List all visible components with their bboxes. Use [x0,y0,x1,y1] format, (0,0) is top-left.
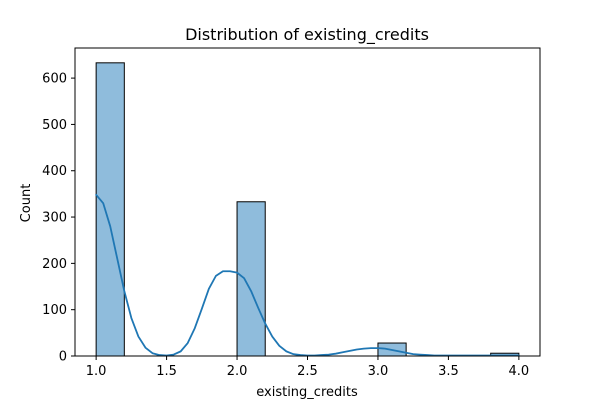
kde-line [95,193,520,357]
x-tick-label: 3.0 [368,364,389,379]
histogram-bars [95,62,520,357]
chart-title: Distribution of existing_credits [185,25,429,45]
y-tick-label: 300 [42,211,67,226]
y-tick-label: 500 [42,118,67,133]
y-tick-label: 600 [42,72,67,87]
y-axis-ticks: 0 100 200 300 400 500 600 [42,72,75,365]
plot-frame [74,47,541,357]
x-tick-label: 4.0 [509,364,530,379]
y-tick-label: 400 [42,164,67,179]
histogram-bar-0 [95,62,125,357]
x-tick-label: 2.5 [297,364,318,379]
x-tick-label: 3.5 [438,364,459,379]
x-axis-ticks: 1.0 1.5 2.0 2.5 3.0 3.5 4.0 [86,356,529,379]
x-axis-title: existing_credits [256,385,358,400]
x-tick-label: 2.0 [227,364,248,379]
plot-area: 1.0 1.5 2.0 2.5 3.0 3.5 4.0 0 100 200 300 400 500 600 [42,47,541,379]
histogram-bar-5 [236,201,266,357]
y-tick-label: 100 [42,303,67,318]
x-tick-label: 1.0 [86,364,107,379]
y-axis-title: Count [19,184,34,223]
y-tick-label: 200 [42,257,67,272]
x-tick-label: 1.5 [156,364,177,379]
y-tick-label: 0 [59,350,67,365]
